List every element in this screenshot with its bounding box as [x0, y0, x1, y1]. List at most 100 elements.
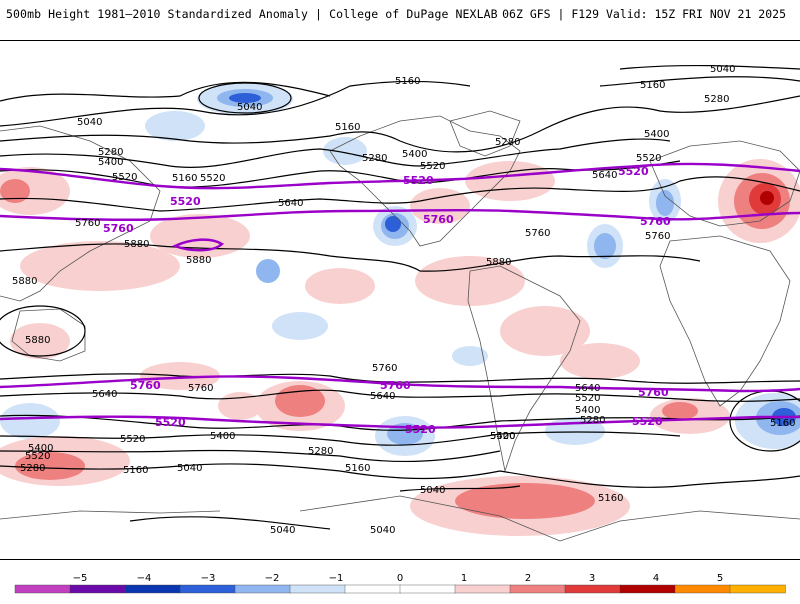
purple-5520-south — [0, 415, 800, 429]
highlight-label: 5760 — [103, 222, 134, 235]
pos-anomaly — [0, 179, 30, 203]
highlight-label: 5520 — [632, 415, 663, 428]
contour-label: 5400 — [575, 405, 600, 416]
pos-anomaly — [415, 256, 525, 306]
contour-label: 5160 — [172, 173, 197, 184]
purple-5760-north — [0, 208, 800, 222]
contour-5880-north — [0, 243, 701, 272]
highlight-labels: 5520 5520 5520 5520 5520 5520 5760 5760 … — [103, 165, 671, 436]
contour-5040-north — [0, 64, 800, 102]
colorbar-bar — [14, 584, 786, 594]
colorbar-segment — [289, 584, 346, 594]
contour-label: 5520 — [575, 393, 600, 404]
contour-label: 5400 — [644, 129, 669, 140]
coastlines — [0, 110, 800, 542]
map-title: 500mb Height 1981–2010 Standardized Anom… — [6, 7, 498, 21]
contour-label: 5160 — [345, 463, 370, 474]
colorbar-tick-label: 4 — [653, 573, 659, 584]
contour-label: 5880 — [186, 255, 211, 266]
contour-5640-south — [0, 389, 800, 402]
colorbar-tick-label: 1 — [461, 573, 467, 584]
pos-anomaly — [15, 452, 85, 480]
colorbar-segment — [14, 584, 71, 594]
contour-label: 5520 — [200, 173, 225, 184]
pos-anomaly — [760, 191, 774, 205]
neg-anomaly — [452, 346, 488, 366]
europe-outline — [649, 140, 800, 227]
highlight-label: 5520 — [403, 174, 434, 187]
contour-label: 5760 — [188, 383, 213, 394]
contour-labels: 5040 5040 5040 5040 5040 5040 5040 5160 … — [12, 64, 795, 536]
highlight-label: 5760 — [130, 379, 161, 392]
contour-label: 5040 — [370, 525, 395, 536]
anomaly-map[interactable]: 5040 5040 5040 5040 5040 5040 5040 5160 … — [0, 40, 800, 560]
contour-label: 5520 — [420, 161, 445, 172]
contour-5880-closed — [0, 305, 86, 357]
contour-label: 5040 — [237, 102, 262, 113]
neg-anomaly — [594, 233, 616, 259]
colorbar-segment — [69, 584, 126, 594]
colorbar-tick-label: 2 — [525, 573, 531, 584]
contour-label: 5040 — [710, 64, 735, 75]
neg-anomaly — [0, 403, 60, 439]
pos-anomaly — [20, 241, 180, 291]
neg-anomaly — [656, 190, 674, 216]
map-svg: 5040 5040 5040 5040 5040 5040 5040 5160 … — [0, 64, 800, 542]
contour-label: 5040 — [177, 463, 202, 474]
pos-anomaly — [410, 188, 470, 224]
highlight-label: 5760 — [640, 215, 671, 228]
pos-anomaly — [560, 343, 640, 379]
colorbar-segment — [564, 584, 621, 594]
pos-anomaly — [455, 483, 595, 519]
contour-label: 5880 — [124, 239, 149, 250]
highlight-label: 5520 — [155, 416, 186, 429]
contour-label: 5400 — [490, 431, 515, 442]
highlight-label: 5520 — [405, 423, 436, 436]
contour-label: 5880 — [25, 335, 50, 346]
pos-anomaly — [305, 268, 375, 304]
highlight-label: 5520 — [170, 195, 201, 208]
pos-anomaly — [10, 323, 70, 359]
neg-anomaly — [385, 216, 401, 232]
contour-label: 5520 — [636, 153, 661, 164]
contour-label: 5880 — [486, 257, 511, 268]
colorbar: −5 −4 −3 −2 −1 0 1 2 3 4 5 — [0, 568, 800, 600]
highlight-label: 5520 — [618, 165, 649, 178]
colorbar-segment — [674, 584, 731, 594]
contour-5760-south — [0, 373, 800, 384]
colorbar-tick-label: 3 — [589, 573, 595, 584]
purple-5520-north — [0, 162, 800, 190]
neg-anomaly — [229, 93, 261, 103]
contour-5160-north — [0, 76, 800, 127]
contour-5040-south — [129, 485, 521, 530]
model-run-info: 06Z GFS | F129 Valid: 15Z FRI NOV 21 202… — [502, 7, 786, 21]
contour-label: 5280 — [580, 415, 605, 426]
colorbar-segment — [509, 584, 566, 594]
neg-anomaly — [145, 111, 205, 141]
australia-outline — [11, 308, 86, 362]
pos-anomaly — [500, 306, 590, 356]
colorbar-segment — [619, 584, 676, 594]
contour-label: 5760 — [75, 218, 100, 229]
contour-5280-north — [0, 95, 800, 153]
contour-label: 5520 — [112, 172, 137, 183]
contour-label: 5640 — [575, 383, 600, 394]
purple-5760-south — [0, 375, 800, 393]
contour-label: 5040 — [270, 525, 295, 536]
neg-anomaly — [323, 137, 367, 165]
colorbar-segment — [729, 584, 786, 594]
greenland-outline — [449, 110, 521, 157]
colorbar-segment — [344, 584, 401, 594]
antarctica-outline — [0, 495, 800, 542]
contour-5160-south — [0, 463, 800, 488]
pos-anomaly — [465, 161, 555, 201]
header: 500mb Height 1981–2010 Standardized Anom… — [0, 0, 800, 30]
contour-label: 5280 — [20, 463, 45, 474]
contour-5280-south — [0, 449, 501, 463]
neg-anomaly — [256, 259, 280, 283]
contour-label: 5400 — [210, 431, 235, 442]
contour-label: 5760 — [645, 231, 670, 242]
contour-label: 5160 — [770, 418, 795, 429]
asia-outline — [0, 125, 161, 302]
south-america-outline — [467, 265, 581, 473]
